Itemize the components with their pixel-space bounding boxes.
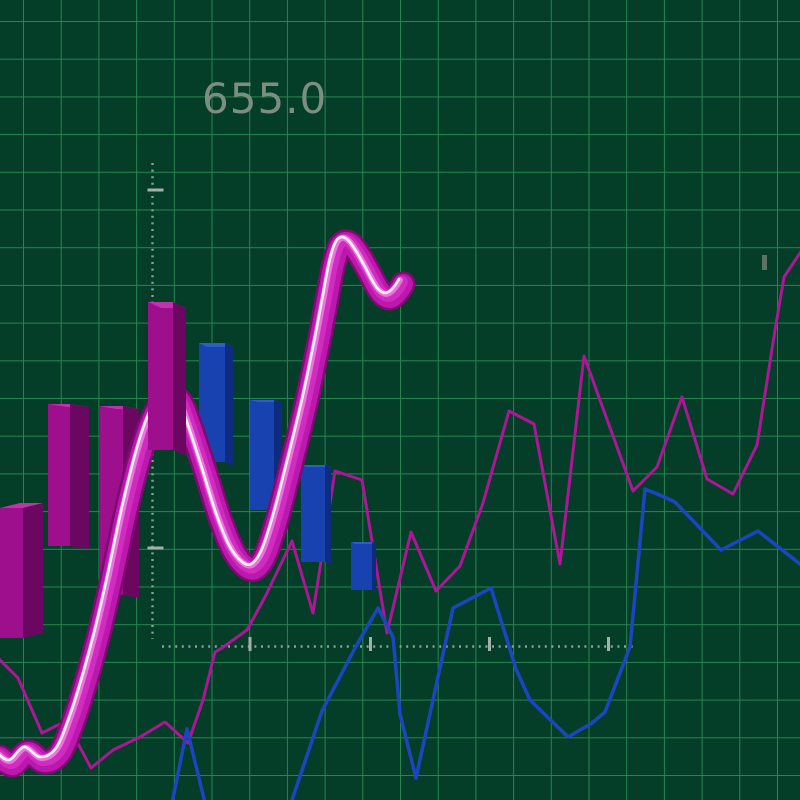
bar-front-face [250,400,274,510]
bar-side-face [23,503,43,638]
blue-3d-bars [199,343,376,592]
bar-side-face [325,465,331,564]
price-level-label: 655.0 [202,74,328,123]
bar-front-face [351,542,372,590]
thin-blue-line [170,487,800,800]
bar-front-face [148,302,173,450]
magenta-3d-bars-front [148,302,186,456]
floating-tick-mark [762,255,767,270]
bar-front-face [0,508,23,638]
bar-side-face [225,343,233,466]
bar-top-face [301,465,331,467]
tube-layer [0,235,401,762]
magenta-3d-bars [0,404,139,638]
bar-top-face [0,503,43,508]
bar-side-face [173,302,186,456]
bar-side-face [372,542,376,592]
bar-front-face [48,404,70,546]
thick-glossy-tube [0,229,416,778]
bar-top-face [351,542,376,544]
bar-top-face [199,343,233,347]
bar-front-face [301,465,325,562]
bar-side-face [70,404,89,549]
